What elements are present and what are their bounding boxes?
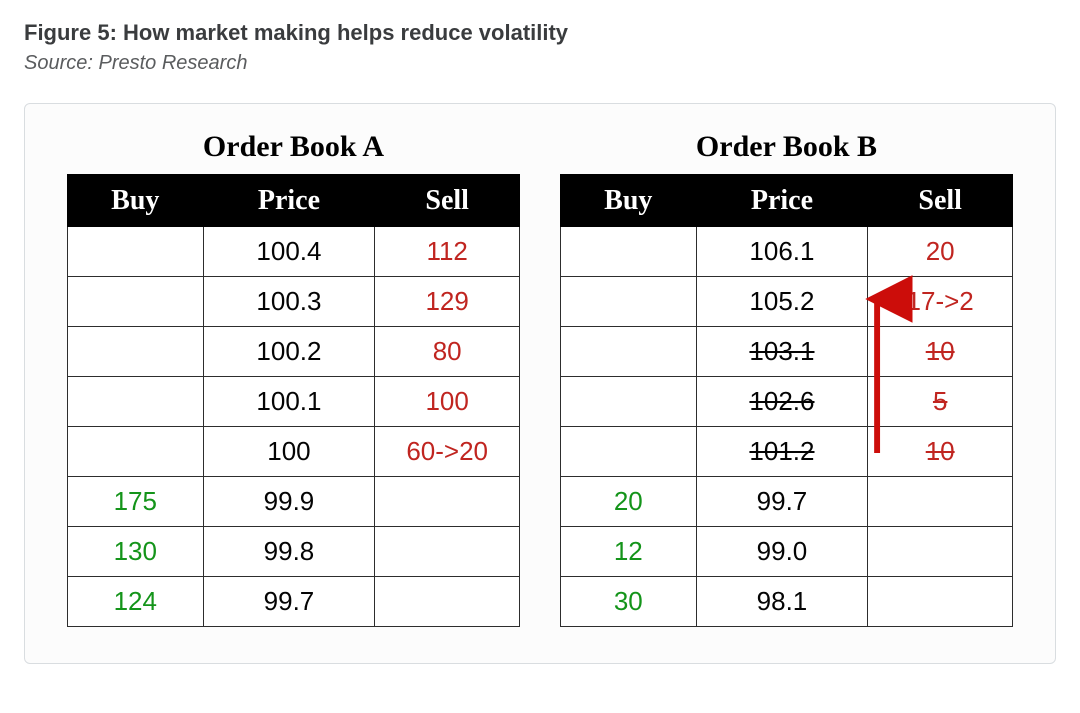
buy-cell: [561, 427, 697, 477]
sell-cell: 5: [868, 377, 1013, 427]
sell-cell: 112: [375, 227, 520, 277]
buy-cell: [68, 227, 204, 277]
order-book-b-title: Order Book B: [560, 130, 1013, 164]
sell-cell: 60->20: [375, 427, 520, 477]
buy-cell: [561, 277, 697, 327]
table-row: 100.4112: [68, 227, 520, 277]
table-row: 100.3129: [68, 277, 520, 327]
sell-cell: [375, 577, 520, 627]
order-book-a-title: Order Book A: [67, 130, 520, 164]
order-book-b-table: Buy Price Sell 106.120105.217->2103.1101…: [560, 174, 1013, 627]
buy-cell: [68, 377, 204, 427]
price-cell: 99.8: [203, 527, 375, 577]
table-row: 103.110: [561, 327, 1013, 377]
sell-cell: [868, 477, 1013, 527]
sell-cell: [868, 577, 1013, 627]
figure-title: Figure 5: How market making helps reduce…: [24, 20, 1056, 46]
buy-cell: 12: [561, 527, 697, 577]
price-cell: 102.6: [696, 377, 868, 427]
col-sell-header: Sell: [868, 175, 1013, 227]
sell-cell: [868, 527, 1013, 577]
table-row: 17599.9: [68, 477, 520, 527]
col-sell-header: Sell: [375, 175, 520, 227]
price-cell: 100: [203, 427, 375, 477]
price-cell: 99.7: [203, 577, 375, 627]
price-cell: 101.2: [696, 427, 868, 477]
buy-cell: [561, 377, 697, 427]
buy-cell: [68, 327, 204, 377]
col-price-header: Price: [696, 175, 868, 227]
buy-cell: 124: [68, 577, 204, 627]
table-row: 12499.7: [68, 577, 520, 627]
col-buy-header: Buy: [561, 175, 697, 227]
price-cell: 100.1: [203, 377, 375, 427]
price-cell: 103.1: [696, 327, 868, 377]
orderbooks-panel: Order Book A Buy Price Sell 100.4112100.…: [24, 103, 1056, 664]
sell-cell: [375, 527, 520, 577]
buy-cell: [561, 327, 697, 377]
price-cell: 105.2: [696, 277, 868, 327]
sell-cell: 17->2: [868, 277, 1013, 327]
sell-cell: 10: [868, 427, 1013, 477]
table-row: 13099.8: [68, 527, 520, 577]
order-book-a: Order Book A Buy Price Sell 100.4112100.…: [67, 130, 520, 627]
buy-cell: [68, 427, 204, 477]
buy-cell: 30: [561, 577, 697, 627]
sell-cell: 10: [868, 327, 1013, 377]
order-book-a-table: Buy Price Sell 100.4112100.3129100.28010…: [67, 174, 520, 627]
buy-cell: 175: [68, 477, 204, 527]
col-price-header: Price: [203, 175, 375, 227]
table-row: 3098.1: [561, 577, 1013, 627]
table-header-row: Buy Price Sell: [561, 175, 1013, 227]
table-row: 100.1100: [68, 377, 520, 427]
table-row: 101.210: [561, 427, 1013, 477]
order-book-b-body: 106.120105.217->2103.110102.65101.210209…: [561, 227, 1013, 627]
sell-cell: [375, 477, 520, 527]
table-row: 1299.0: [561, 527, 1013, 577]
figure-source: Source: Presto Research: [24, 52, 1056, 75]
price-cell: 100.2: [203, 327, 375, 377]
buy-cell: [68, 277, 204, 327]
price-cell: 106.1: [696, 227, 868, 277]
buy-cell: 130: [68, 527, 204, 577]
price-cell: 98.1: [696, 577, 868, 627]
price-cell: 99.7: [696, 477, 868, 527]
table-row: 102.65: [561, 377, 1013, 427]
sell-cell: 100: [375, 377, 520, 427]
sell-cell: 129: [375, 277, 520, 327]
order-book-a-body: 100.4112100.3129100.280100.110010060->20…: [68, 227, 520, 627]
table-row: 2099.7: [561, 477, 1013, 527]
table-row: 10060->20: [68, 427, 520, 477]
table-row: 100.280: [68, 327, 520, 377]
table-header-row: Buy Price Sell: [68, 175, 520, 227]
table-row: 105.217->2: [561, 277, 1013, 327]
price-cell: 99.0: [696, 527, 868, 577]
sell-cell: 20: [868, 227, 1013, 277]
price-cell: 100.3: [203, 277, 375, 327]
buy-cell: 20: [561, 477, 697, 527]
sell-cell: 80: [375, 327, 520, 377]
table-row: 106.120: [561, 227, 1013, 277]
price-cell: 100.4: [203, 227, 375, 277]
col-buy-header: Buy: [68, 175, 204, 227]
order-book-b: Order Book B Buy Price Sell 106.120105.2…: [560, 130, 1013, 627]
buy-cell: [561, 227, 697, 277]
price-cell: 99.9: [203, 477, 375, 527]
